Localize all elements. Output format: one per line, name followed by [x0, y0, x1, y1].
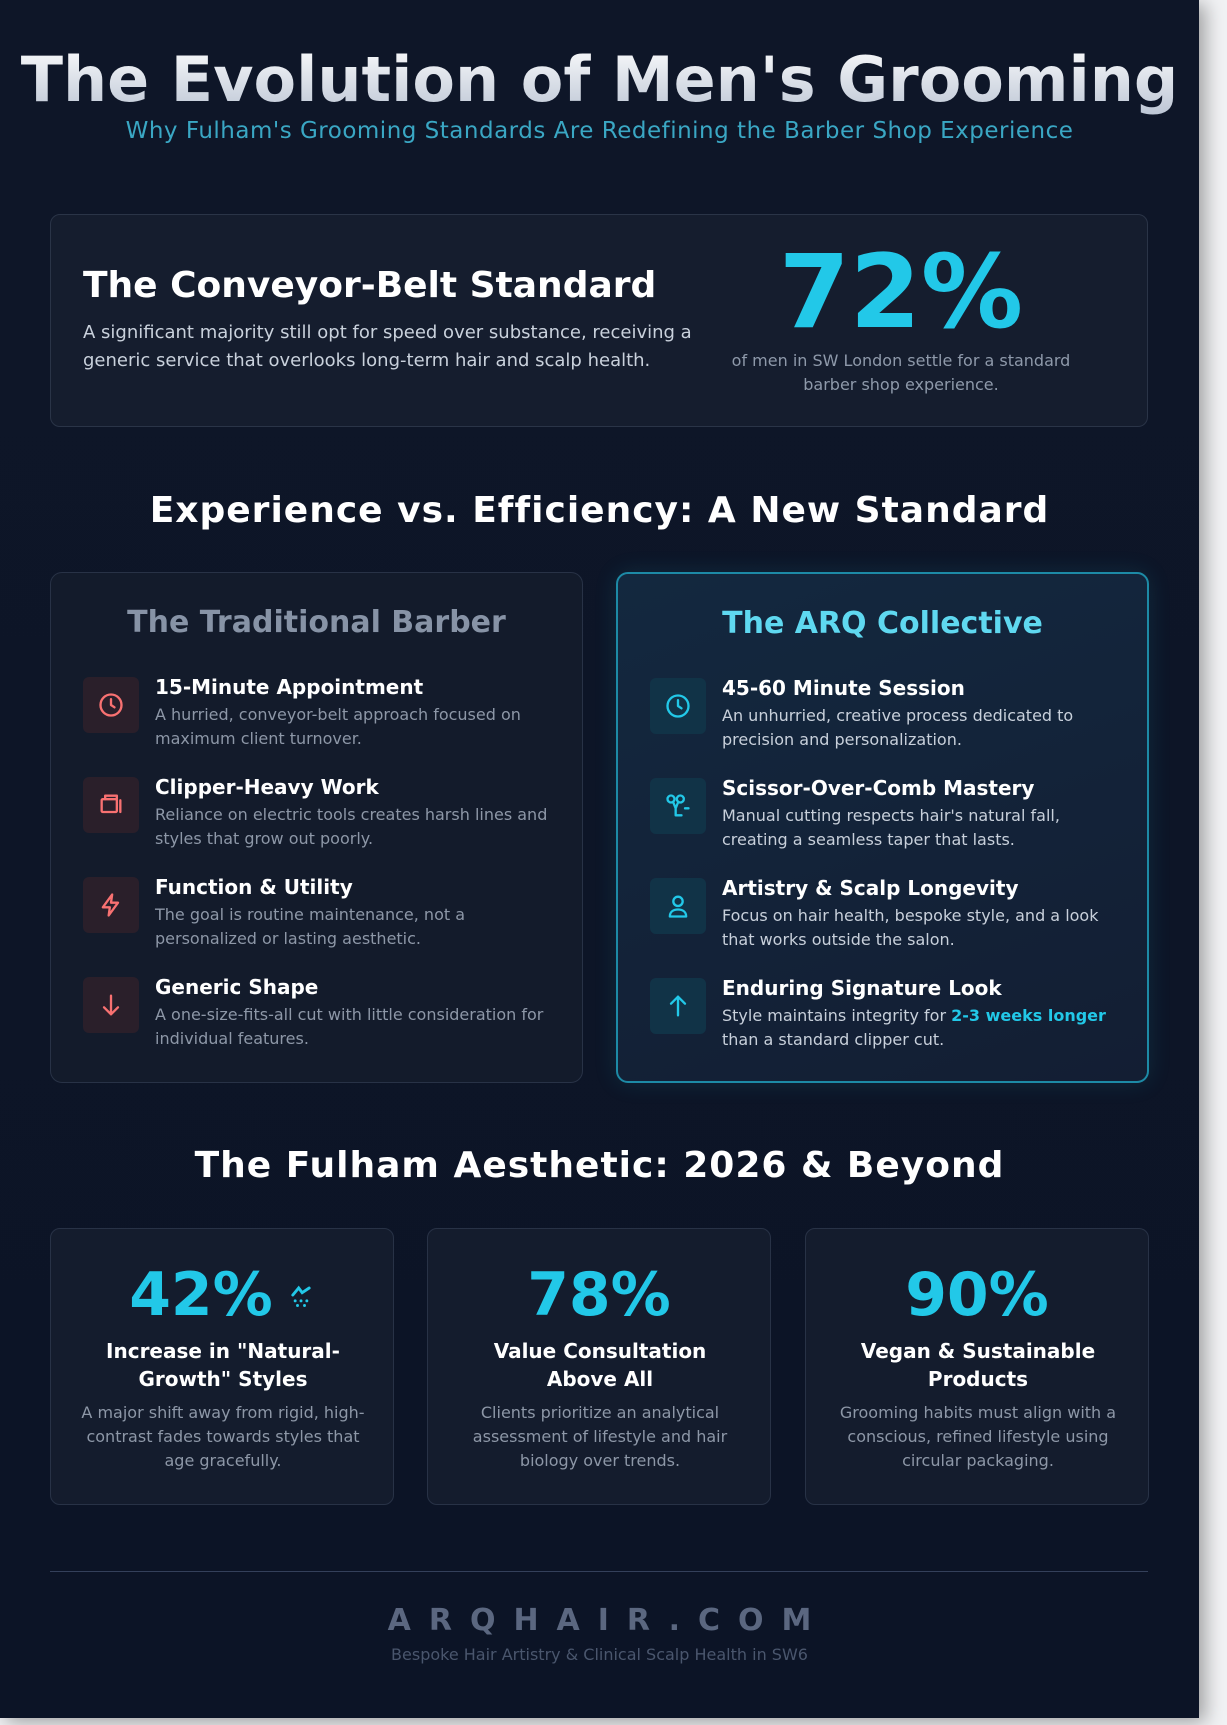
feature-text: A one-size-fits-all cut with little cons… — [155, 1003, 555, 1051]
tagline: Bespoke Hair Artistry & Clinical Scalp H… — [391, 1645, 808, 1664]
title: The Evolution of Men's Grooming — [0, 40, 1199, 120]
stat-title: Increase in "Natural-Growth" Styles — [106, 1339, 340, 1391]
stat-text: Clients prioritize an analytical assessm… — [472, 1403, 728, 1470]
feature-text-part: Reliance on electric tools creates harsh… — [155, 805, 548, 848]
section-heading: Experience vs. Efficiency: A New Standar… — [149, 490, 1050, 531]
stat-title: Value Consultation Above All — [493, 1339, 707, 1391]
hero-title: The Conveyor-Belt Standard — [83, 265, 657, 306]
feature-text-part: than a standard clipper cut. — [722, 1030, 945, 1049]
feature-title: 15-Minute Appointment — [155, 675, 424, 699]
feature-highlight: 2-3 weeks longer — [951, 1006, 1106, 1025]
feature-text: Manual cutting respects hair's natural f… — [722, 804, 1122, 852]
stat-title: Vegan & Sustainable Products — [860, 1339, 1096, 1391]
icon — [650, 978, 706, 1034]
stat-card: 42% Increase in "Natural-Growth" Styles A … — [50, 1228, 394, 1505]
feature-title: Generic Shape — [155, 975, 319, 999]
column: The Traditional Barber 15-Minute Appointm… — [50, 572, 583, 1083]
stat-card: 90% Vegan & Sustainable Products Grooming … — [805, 1228, 1149, 1505]
feature-text-part: An unhurried, creative process dedicated… — [722, 706, 1074, 749]
column-title: The Traditional Barber — [127, 605, 506, 640]
infographic: The Evolution of Men's Grooming Why Fulh… — [0, 0, 1199, 1718]
stat-text: Grooming habits must align with a consci… — [839, 1403, 1117, 1470]
icon-glyph — [100, 794, 122, 814]
icon-glyph — [666, 694, 690, 718]
feature-text: Focus on hair health, bespoke style, and… — [722, 904, 1122, 952]
icon — [83, 877, 139, 933]
hero-stat: 72% — [778, 233, 1024, 352]
feature-title: Artistry & Scalp Longevity — [722, 876, 1019, 900]
feature-text: A hurried, conveyor-belt approach focuse… — [155, 703, 555, 751]
feature-text-part: A one-size-fits-all cut with little cons… — [155, 1005, 544, 1048]
icon-glyph — [669, 995, 687, 1017]
icon — [83, 777, 139, 833]
column-title: The ARQ Collective — [722, 606, 1043, 641]
icon-glyph — [101, 893, 120, 917]
feature-text-part: Manual cutting respects hair's natural f… — [722, 806, 1060, 849]
feature-text-part: A hurried, conveyor-belt approach focuse… — [155, 705, 521, 748]
subtitle: Why Fulham's Grooming Standards Are Rede… — [125, 118, 1074, 144]
hero-panel: The Conveyor-Belt Standard A significant… — [50, 214, 1148, 427]
feature-title: Function & Utility — [155, 875, 353, 899]
stat-text: A major shift away from rigid, high-cont… — [81, 1403, 365, 1470]
icon — [650, 678, 706, 734]
brand: ARQHAIR.COM — [387, 1603, 830, 1638]
icon-glyph — [668, 895, 688, 918]
feature-title: Enduring Signature Look — [722, 976, 1002, 1000]
feature-title: 45-60 Minute Session — [722, 676, 965, 700]
icon-glyph — [291, 1285, 311, 1307]
icon — [650, 778, 706, 834]
feature-text: Style maintains integrity for 2-3 weeks … — [722, 1004, 1122, 1052]
stat-number: 42% — [51, 1259, 393, 1331]
icon — [273, 1260, 315, 1330]
stat-number: 78% — [527, 1260, 671, 1330]
icon — [650, 878, 706, 934]
feature-text-part: Focus on hair health, bespoke style, and… — [722, 906, 1099, 949]
icon-glyph — [102, 994, 120, 1016]
feature-text: An unhurried, creative process dedicated… — [722, 704, 1122, 752]
feature-text-part: Style maintains integrity for — [722, 1006, 947, 1025]
feature-text: Reliance on electric tools creates harsh… — [155, 803, 555, 851]
hero-stat-label: of men in SW London settle for a standar… — [731, 351, 1071, 394]
hero-text: A significant majority still opt for spe… — [83, 322, 692, 371]
stat-number: 90% — [905, 1260, 1049, 1330]
column: The ARQ Collective 45-60 Minute Session An… — [616, 572, 1149, 1083]
icon — [83, 977, 139, 1033]
icon — [83, 677, 139, 733]
feature-title: Scissor-Over-Comb Mastery — [722, 776, 1035, 800]
feature-text-part: The goal is routine maintenance, not a p… — [155, 905, 466, 948]
icon-glyph — [99, 693, 123, 717]
feature-text: The goal is routine maintenance, not a p… — [155, 903, 555, 951]
feature-title: Clipper-Heavy Work — [155, 775, 379, 799]
section-heading: The Fulham Aesthetic: 2026 & Beyond — [194, 1145, 1005, 1186]
divider — [50, 1571, 1148, 1572]
stat-card: 78% Value Consultation Above All Clients p… — [427, 1228, 771, 1505]
icon-glyph — [666, 794, 690, 817]
